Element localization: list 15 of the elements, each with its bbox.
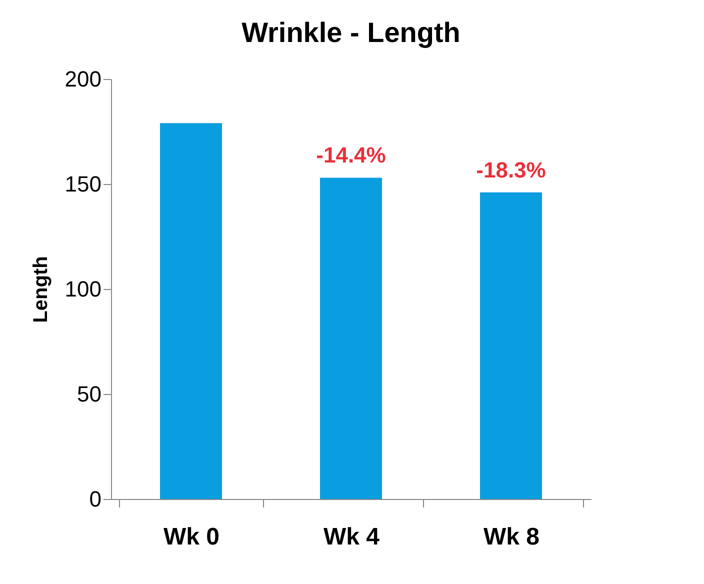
bar: [160, 123, 222, 499]
bar: [320, 178, 382, 499]
y-tick-label: 50: [77, 382, 102, 406]
y-axis-title: Length: [30, 256, 52, 323]
y-tick-label: 100: [64, 276, 102, 302]
y-tick-label: 200: [64, 66, 102, 92]
annotation: -18.3%: [476, 157, 546, 182]
x-tick-label: Wk 0: [163, 524, 220, 550]
chart-title: Wrinkle - Length: [242, 17, 460, 48]
bar: [480, 192, 542, 499]
x-tick-label: Wk 8: [483, 524, 540, 550]
y-tick-label: 150: [64, 172, 102, 196]
annotation: -14.4%: [316, 142, 386, 168]
y-tick-label: 0: [89, 486, 102, 512]
x-tick-label: Wk 4: [323, 524, 380, 550]
